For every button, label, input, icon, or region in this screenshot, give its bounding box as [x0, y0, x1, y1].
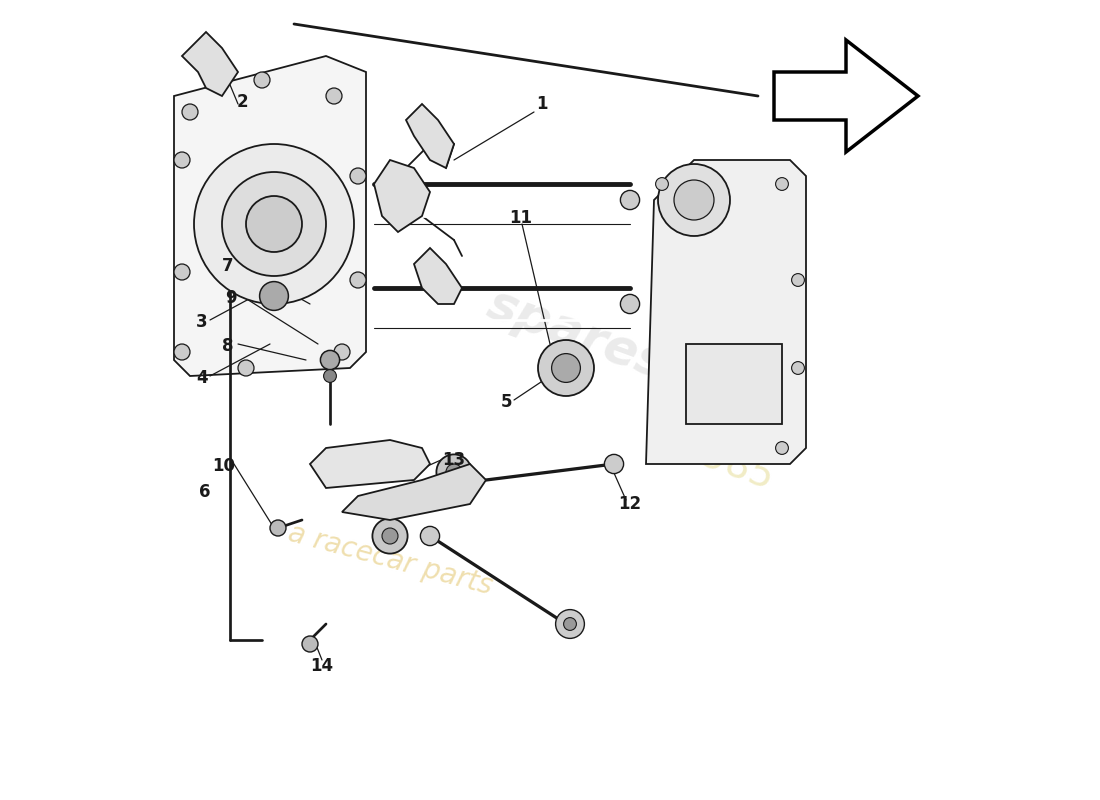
Circle shape: [174, 152, 190, 168]
Circle shape: [382, 528, 398, 544]
Text: 13: 13: [442, 451, 465, 469]
Circle shape: [776, 442, 789, 454]
Circle shape: [538, 340, 594, 396]
Circle shape: [350, 168, 366, 184]
Circle shape: [320, 350, 340, 370]
Circle shape: [238, 360, 254, 376]
Circle shape: [246, 196, 302, 252]
Text: 1: 1: [537, 95, 548, 113]
Text: 8: 8: [222, 337, 233, 354]
Text: 12: 12: [618, 495, 641, 513]
Text: 3: 3: [196, 313, 208, 330]
Circle shape: [551, 354, 581, 382]
Text: 4: 4: [196, 369, 208, 386]
Text: 14: 14: [310, 657, 333, 674]
Circle shape: [350, 272, 366, 288]
Polygon shape: [646, 160, 806, 464]
Circle shape: [326, 88, 342, 104]
Circle shape: [656, 178, 669, 190]
Text: 6: 6: [199, 483, 210, 501]
Circle shape: [620, 294, 639, 314]
Circle shape: [194, 144, 354, 304]
Circle shape: [792, 362, 804, 374]
Circle shape: [222, 172, 326, 276]
Circle shape: [373, 446, 408, 482]
Circle shape: [446, 464, 462, 480]
Text: 11: 11: [509, 209, 532, 226]
Polygon shape: [374, 160, 430, 232]
Circle shape: [658, 164, 730, 236]
Circle shape: [604, 454, 624, 474]
Circle shape: [302, 636, 318, 652]
Circle shape: [323, 370, 337, 382]
Circle shape: [556, 610, 584, 638]
Text: 1985: 1985: [673, 429, 779, 499]
Text: 10: 10: [212, 457, 235, 474]
Circle shape: [382, 456, 398, 472]
Circle shape: [373, 518, 408, 554]
Text: 2: 2: [236, 93, 248, 110]
Circle shape: [776, 178, 789, 190]
Bar: [686, 344, 782, 424]
Polygon shape: [774, 40, 918, 152]
Circle shape: [620, 190, 639, 210]
Circle shape: [420, 526, 440, 546]
Circle shape: [674, 180, 714, 220]
Polygon shape: [310, 440, 430, 488]
Text: 9: 9: [226, 289, 236, 306]
Circle shape: [254, 72, 270, 88]
Circle shape: [270, 520, 286, 536]
Circle shape: [563, 618, 576, 630]
Text: 5: 5: [500, 393, 512, 410]
Polygon shape: [174, 56, 366, 376]
Text: a racecar parts: a racecar parts: [285, 519, 495, 601]
Polygon shape: [182, 32, 238, 96]
Polygon shape: [342, 464, 486, 520]
Polygon shape: [406, 104, 454, 168]
Circle shape: [182, 104, 198, 120]
Text: 7: 7: [222, 257, 233, 274]
Circle shape: [437, 454, 472, 490]
Text: sparesparts: sparesparts: [481, 280, 812, 440]
Polygon shape: [414, 248, 462, 304]
Circle shape: [174, 344, 190, 360]
Circle shape: [260, 282, 288, 310]
Circle shape: [174, 264, 190, 280]
Circle shape: [204, 59, 217, 72]
Circle shape: [792, 274, 804, 286]
Circle shape: [334, 344, 350, 360]
